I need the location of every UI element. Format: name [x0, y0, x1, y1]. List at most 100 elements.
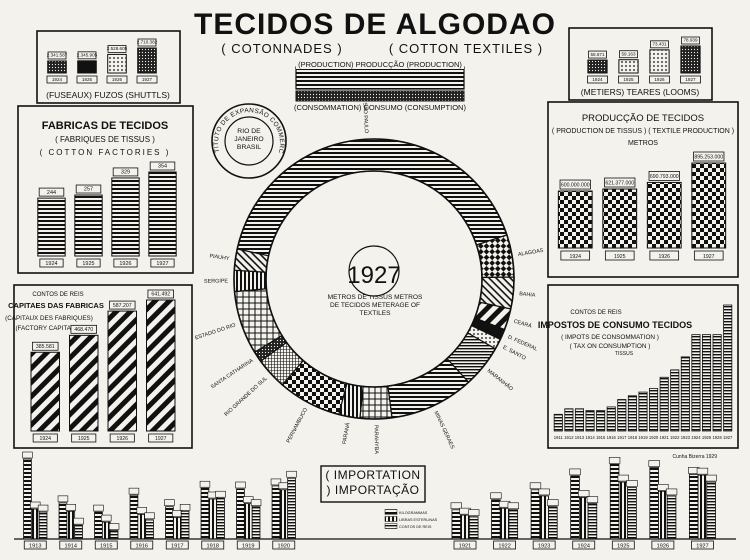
donut-unit-label: METROS DE TISSUS METROS DE TECIDOS METER… — [327, 294, 423, 317]
importacao-value-box-1920-2 — [278, 482, 289, 490]
importacao-value-box-1924-2 — [578, 490, 590, 497]
impostos-subtitle-en: ( TAX ON CONSUMPTION ) — [570, 343, 651, 350]
producao-title: PRODUCÇÃO DE TECIDOS — [582, 113, 704, 124]
importacao-year-box-1920 — [272, 540, 296, 550]
importacao-bar-1921-3 — [468, 516, 479, 540]
importacao-bar-1913-2 — [30, 508, 40, 540]
fusos-value-box-1926 — [107, 44, 127, 53]
importacao-bar-1917-2 — [172, 517, 182, 540]
importacao-bar-1914-2 — [66, 510, 76, 540]
importacao-year-box-1924 — [572, 540, 596, 550]
fusos-value-box-1924 — [47, 51, 67, 60]
donut-label-1: SÃO PAULO — [361, 102, 370, 133]
importacao-value-box-1914-3 — [73, 517, 84, 525]
capitaes-value-1926: 587.207 — [113, 303, 132, 309]
fabricas-year-box-1924 — [39, 258, 64, 268]
fabricas-title: FABRICAS DE TECIDOS — [42, 120, 169, 132]
producao-panel — [547, 101, 739, 278]
fusos-panel — [36, 30, 181, 104]
teares-value-1927: 78.939 — [683, 38, 697, 43]
fabricas-year-1927: 1927 — [156, 261, 168, 267]
fabricas-value-box-1927 — [149, 161, 176, 171]
importacao-year-box-1925 — [611, 540, 635, 550]
impostos-bar-1925 — [702, 334, 712, 432]
donut-year: 1927 — [347, 262, 400, 289]
fusos-value-1924: 2.341.587 — [47, 53, 68, 58]
importacao-bar-1925-3 — [627, 487, 637, 540]
importacao-year-1923: 1923 — [538, 543, 550, 549]
importacao-legend-label-3: CONTOS DE REIS — [399, 525, 432, 529]
fabricas-subtitle-en: ( COTTON FACTORIES ) — [40, 148, 171, 157]
importacao-bar-1926-3 — [666, 495, 677, 540]
producao-bar-1924 — [557, 190, 593, 249]
impostos-bar-1926 — [712, 334, 722, 432]
fabricas-bars: 244 1924 257 1925 329 1926 354 1927 — [37, 161, 177, 268]
importacao-value-box-1917-1 — [164, 499, 175, 506]
importacao-value-box-1920-3 — [286, 470, 297, 478]
impostos-year-1913: 1913 — [575, 435, 585, 440]
credit: Cunha Bizerra 1929 — [673, 454, 718, 460]
importacao-value-box-1913-1 — [22, 451, 33, 459]
importacao-bar-1927-1 — [688, 473, 699, 540]
importacao-bar-1925-1 — [609, 463, 620, 540]
importacao-value-box-1926-3 — [665, 488, 678, 496]
importacao-value-box-1920-1 — [270, 478, 282, 486]
teares-value-box-1925 — [619, 50, 638, 59]
donut-label-9: PARAHYBA — [373, 425, 379, 454]
impostos-bar-1915 — [596, 410, 606, 432]
impostos-year-1919: 1919 — [638, 435, 648, 440]
importacao-value-box-1925-1 — [608, 457, 621, 464]
impostos-year-1923: 1923 — [681, 435, 691, 440]
importacao-year-1922: 1922 — [498, 543, 510, 549]
fabricas-year-1926: 1926 — [119, 261, 131, 267]
main-title: TECIDOS DE ALGODAO — [194, 8, 556, 41]
importacao-value-box-1925-3 — [626, 480, 638, 487]
teares-bar-1927 — [680, 45, 701, 74]
impostos-bar-1923 — [680, 356, 690, 432]
importacao-value-box-1914-1 — [57, 495, 69, 503]
producao-year-box-1925 — [604, 250, 635, 261]
importacao-bar-1922-3 — [508, 509, 519, 540]
donut-label-6: E. SANTO — [502, 345, 527, 362]
fabricas-year-box-1927 — [150, 258, 175, 268]
capitaes-year-box-1926 — [109, 433, 135, 443]
importacao-year-box-1913 — [23, 540, 47, 550]
importacao-bar-1927-3 — [706, 481, 716, 540]
impostos-bar-1914 — [585, 410, 595, 432]
fusos-title: (FUSEAUX) FUZOS (SHUTTLS) — [46, 90, 170, 100]
importacao-year-1926: 1926 — [657, 543, 669, 549]
capitaes-year-1926: 1926 — [116, 436, 128, 442]
importacao-year-1921: 1921 — [459, 543, 471, 549]
impostos-panel — [547, 284, 739, 449]
importacao-year-box-1918 — [201, 540, 225, 550]
importacao-bar-1927-2 — [697, 474, 708, 540]
importacao-value-box-1926-1 — [648, 460, 660, 467]
producao-year-1926: 1926 — [658, 254, 670, 260]
donut-label-16: PIAUHY — [209, 253, 230, 262]
fusos-bar-1924 — [47, 60, 67, 74]
importacao-year-1919: 1919 — [242, 543, 254, 549]
importacao-bar-1913-3 — [38, 511, 48, 540]
impostos-bar-1917 — [617, 399, 627, 432]
impostos-subtitle-tissus: TISSUS — [615, 351, 634, 357]
impostos-bar-1911 — [553, 413, 563, 432]
fusos-year-1927: 1927 — [142, 77, 153, 82]
fusos-year-box-1925 — [76, 75, 98, 84]
fabricas-value-1926: 329 — [121, 170, 130, 176]
importacao-year-1915: 1915 — [100, 543, 112, 549]
importacao-value-box-1916-2 — [136, 507, 147, 514]
importacao-year-box-1914 — [59, 540, 83, 550]
importacao-value-box-1916-1 — [128, 487, 140, 495]
producao-year-1925: 1925 — [614, 254, 626, 260]
fusos-year-1925: 1925 — [82, 77, 93, 82]
importacao-year-1913: 1913 — [29, 543, 41, 549]
fabricas-subtitle: ( FABRIQUES DE TISSUS ) — [55, 135, 155, 144]
impostos-bar-1922 — [670, 369, 680, 432]
importacao-bar-1921-1 — [451, 509, 462, 540]
capitaes-value-box-1924 — [32, 341, 59, 351]
importacao-bar-1918-2 — [208, 498, 218, 540]
capitaes-subtitle: (CAPITAUX DES FABRIQUES) — [5, 315, 93, 322]
teares-year-1926: 1926 — [654, 77, 665, 82]
importacao-year-1916: 1916 — [136, 543, 148, 549]
fabricas-bar-1924 — [37, 197, 66, 257]
